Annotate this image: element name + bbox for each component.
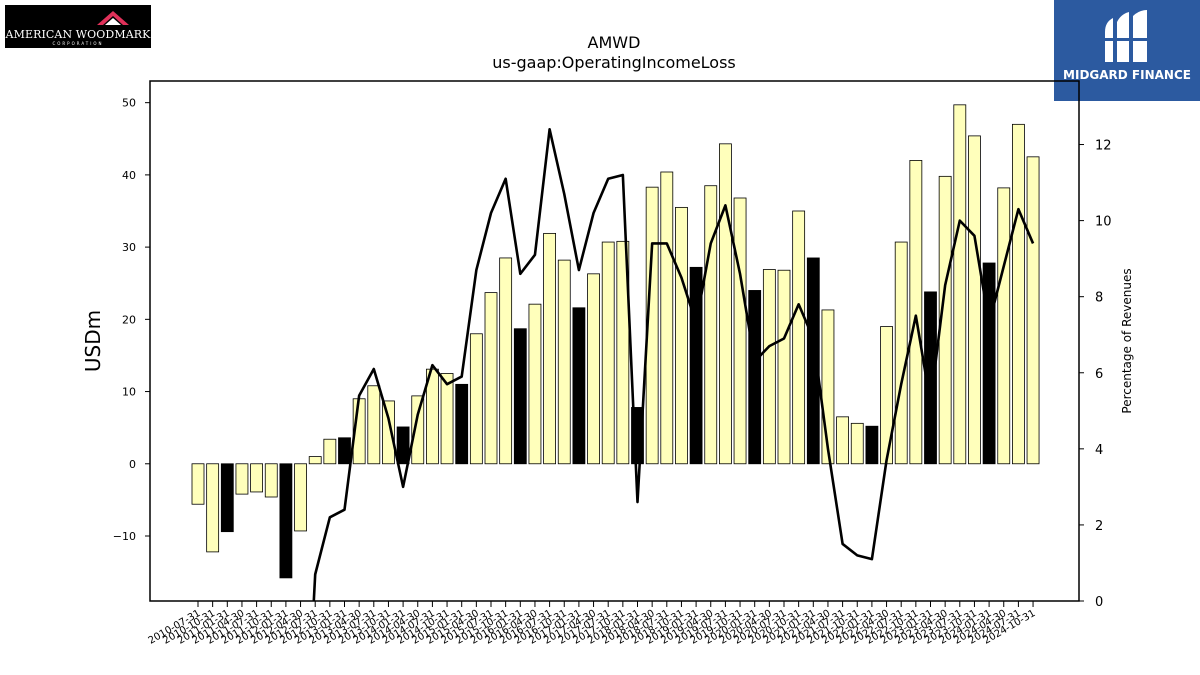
- bar: [572, 307, 586, 465]
- chart-title: AMWD: [588, 33, 641, 52]
- bar: [909, 160, 923, 465]
- y-tick-label: 10: [122, 386, 136, 399]
- plot-frame: [149, 80, 1080, 602]
- y2-axis-label: Percentage of Revenues: [1120, 268, 1134, 413]
- y2-axis-ticks: 0 2 4 6 8 10 12: [1079, 139, 1112, 610]
- bar: [645, 186, 659, 465]
- bar: [455, 383, 469, 465]
- bar: [762, 269, 776, 465]
- bar: [938, 175, 952, 465]
- y-tick-label: 40: [122, 169, 136, 182]
- american-woodmark-logo: AMERICAN WOODMARK CORPORATION: [5, 5, 151, 48]
- bar: [924, 291, 937, 465]
- bar: [396, 426, 410, 465]
- bar: [235, 463, 249, 495]
- bar: [953, 104, 967, 465]
- bar: [748, 290, 762, 465]
- y-tick-label: 30: [122, 241, 136, 254]
- bar: [557, 259, 571, 465]
- y2-tick-label: 12: [1095, 139, 1112, 154]
- bar: [323, 438, 337, 465]
- american-woodmark-wordmark: AMERICAN WOODMARK: [5, 28, 151, 41]
- bar: [733, 197, 747, 465]
- bar: [250, 463, 264, 493]
- bar: [587, 273, 600, 465]
- bar: [719, 143, 732, 465]
- bar: [382, 400, 395, 465]
- bar: [308, 456, 322, 465]
- american-woodmark-corporation: CORPORATION: [52, 41, 104, 46]
- y-tick-label: 50: [122, 97, 136, 110]
- bar: [220, 463, 234, 533]
- bar: [484, 292, 498, 465]
- bar: [894, 241, 908, 465]
- line-series: [312, 128, 1035, 602]
- y-axis-ticks: −10 0 10 20 30 40 50: [113, 97, 150, 543]
- bar: [411, 395, 425, 465]
- bar: [279, 463, 293, 579]
- bar: [294, 463, 307, 532]
- y2-tick-label: 4: [1095, 443, 1103, 458]
- bar: [264, 463, 278, 498]
- roof-logo-icon: [97, 11, 129, 25]
- bar: [660, 171, 674, 465]
- bar: [543, 232, 556, 465]
- y-tick-label: 0: [129, 458, 136, 471]
- chart-subtitle: us-gaap:OperatingIncomeLoss: [492, 53, 736, 72]
- y2-tick-label: 0: [1095, 595, 1103, 610]
- bar: [338, 437, 351, 465]
- y-axis-label: USDm: [81, 310, 105, 372]
- y2-tick-label: 6: [1095, 367, 1103, 382]
- bar: [1026, 156, 1040, 465]
- bar: [513, 328, 527, 465]
- bar: [469, 333, 483, 465]
- y2-tick-label: 10: [1095, 215, 1112, 230]
- y2-tick-label: 8: [1095, 291, 1103, 306]
- bar: [777, 269, 791, 465]
- bar: [997, 187, 1011, 465]
- bar: [836, 416, 849, 465]
- bar: [1012, 123, 1025, 465]
- y-tick-label: −10: [113, 530, 136, 543]
- bar: [792, 210, 806, 465]
- bar: [865, 425, 879, 465]
- bar: [850, 422, 864, 465]
- bar: [601, 241, 615, 465]
- bar: [191, 463, 205, 505]
- percentage-line: [312, 128, 1035, 602]
- midgard-m-icon: [1103, 10, 1149, 62]
- bar: [968, 135, 981, 465]
- bar: [675, 206, 688, 465]
- bar: [206, 463, 220, 553]
- bar: [806, 257, 820, 465]
- bar: [704, 185, 718, 465]
- x-axis-ticks: 2010-07-312010-10-312011-01-312011-04-30…: [147, 601, 1038, 647]
- midgard-finance-wordmark: MIDGARD FINANCE: [1063, 68, 1191, 82]
- bar: [499, 257, 513, 465]
- bar: [616, 240, 630, 465]
- bar: [367, 385, 381, 465]
- y-tick-label: 20: [122, 313, 136, 326]
- midgard-finance-logo: MIDGARD FINANCE: [1054, 0, 1200, 101]
- bar: [528, 303, 542, 465]
- y2-tick-label: 2: [1095, 519, 1103, 534]
- bar: [440, 373, 454, 465]
